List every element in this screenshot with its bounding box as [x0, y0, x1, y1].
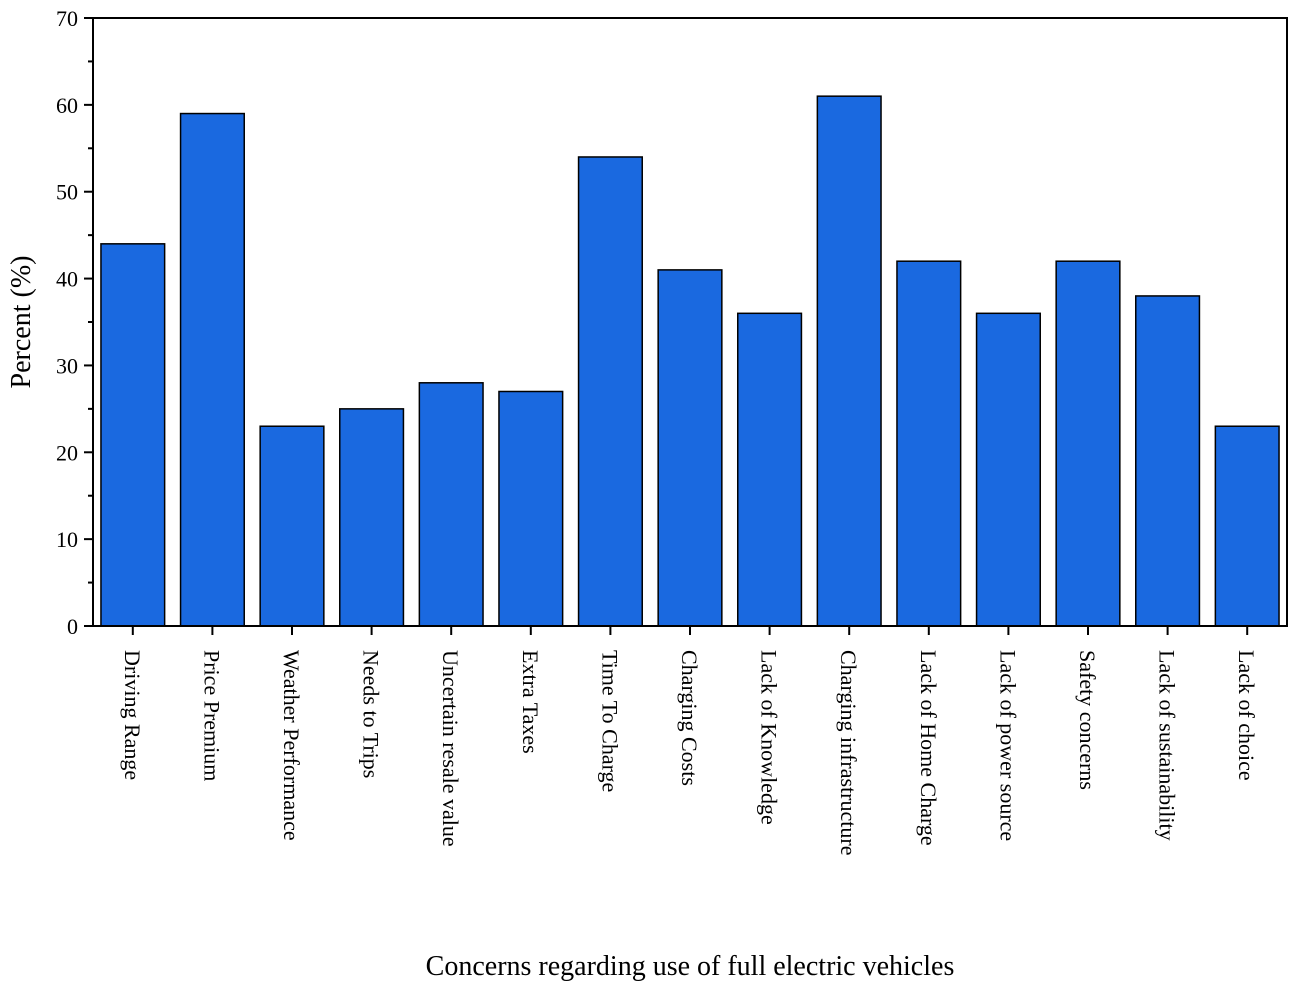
x-tick-label: Charging Costs [677, 650, 702, 786]
bar [259, 425, 325, 627]
bar [816, 95, 882, 627]
y-tick-label: 0 [67, 614, 78, 639]
x-tick-label: Lack of Home Charge [916, 650, 941, 846]
bar [1135, 295, 1201, 627]
y-tick-label: 10 [56, 527, 78, 552]
x-tick-label: Price Premium [199, 650, 224, 781]
bar [737, 312, 803, 627]
plot-frame [92, 17, 1288, 627]
y-tick-label: 70 [56, 6, 78, 31]
x-tick-label: Time To Charge [597, 650, 622, 792]
x-axis-title: Concerns regarding use of full electric … [426, 951, 955, 982]
x-tick-label: Weather Performance [279, 650, 304, 841]
bar [657, 269, 723, 627]
bar [1214, 425, 1280, 627]
x-axis: Driving Range Price Premium Weather Perfor… [120, 626, 1259, 855]
bar [975, 312, 1041, 627]
bar [577, 156, 643, 627]
bar [339, 408, 405, 627]
x-tick-label: Lack of choice [1234, 650, 1259, 781]
bar [1055, 260, 1121, 627]
bar [498, 390, 564, 627]
y-tick-label: 50 [56, 180, 78, 205]
y-tick-label: 30 [56, 353, 78, 378]
y-tick-label: 20 [56, 440, 78, 465]
x-tick-label: Extra Taxes [518, 650, 543, 754]
x-tick-label: Safety concerns [1075, 650, 1100, 790]
x-tick-label: Driving Range [120, 650, 145, 780]
x-tick-label: Lack of sustainability [1155, 650, 1180, 841]
x-tick-label: Lack of Knowledge [757, 650, 782, 825]
bar [179, 112, 245, 627]
x-tick-label: Needs to Trips [359, 650, 384, 778]
y-axis: 0 10 20 30 40 50 60 70 [56, 6, 93, 639]
bar [896, 260, 962, 627]
y-tick-label: 40 [56, 267, 78, 292]
bar [100, 243, 166, 627]
bars-group [100, 95, 1280, 627]
x-tick-label: Uncertain resale value [438, 650, 463, 847]
x-tick-label: Charging infrastructure [836, 650, 861, 855]
bar [418, 382, 484, 627]
y-tick-label: 60 [56, 93, 78, 118]
y-axis-title: Percent (%) [6, 256, 37, 389]
x-tick-label: Lack of power source [995, 650, 1020, 841]
